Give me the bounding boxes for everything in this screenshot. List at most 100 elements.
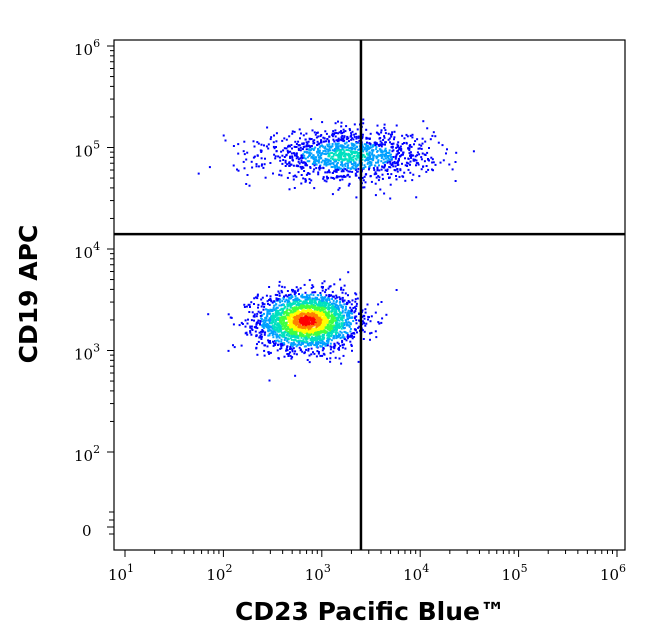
event-dot — [259, 323, 261, 326]
event-dot — [286, 349, 289, 352]
event-dot — [309, 342, 312, 344]
event-dot — [425, 165, 428, 167]
event-dot — [262, 323, 265, 326]
event-dot — [322, 145, 324, 148]
event-dot — [337, 307, 340, 310]
x-tick-label: 101 — [108, 562, 134, 584]
event-dot — [362, 122, 365, 125]
event-dot — [267, 325, 270, 328]
event-dot — [254, 330, 257, 333]
event-dot — [323, 140, 326, 143]
event-dot — [331, 145, 334, 148]
event-dot — [287, 337, 289, 340]
x-tick-label: 104 — [403, 562, 429, 584]
event-dot — [276, 327, 279, 330]
event-dot — [330, 311, 333, 314]
event-dot — [257, 303, 260, 306]
event-dot — [263, 349, 266, 352]
event-dot — [349, 135, 352, 138]
event-dot — [279, 347, 282, 350]
event-dot — [319, 292, 322, 294]
event-dot — [341, 168, 344, 171]
event-dot — [394, 162, 397, 165]
event-dot — [331, 149, 334, 152]
event-dot — [395, 124, 398, 127]
event-dot — [324, 331, 327, 334]
event-dot — [281, 162, 284, 165]
event-dot — [413, 159, 416, 162]
event-dot — [331, 134, 334, 136]
event-dot — [326, 152, 329, 155]
event-dot — [327, 304, 330, 307]
event-dot — [417, 163, 420, 166]
event-dot — [314, 300, 317, 303]
event-dot — [349, 328, 352, 330]
event-dot — [300, 307, 303, 310]
event-dot — [391, 163, 394, 166]
event-dot — [255, 334, 258, 337]
event-dot — [369, 155, 371, 158]
event-dot — [307, 323, 310, 326]
event-dot — [310, 287, 313, 290]
event-dot — [285, 147, 288, 150]
event-dot — [319, 328, 322, 331]
event-dot — [304, 179, 307, 182]
event-dot — [270, 329, 273, 332]
event-dot — [303, 314, 306, 317]
event-dot — [281, 285, 284, 288]
event-dot — [341, 144, 344, 147]
event-dot — [306, 164, 309, 167]
event-dot — [366, 145, 369, 147]
event-dot — [299, 329, 301, 332]
quadrant-gates — [114, 40, 625, 550]
event-dot — [299, 149, 302, 152]
event-dot — [326, 342, 329, 345]
event-dot — [257, 319, 260, 322]
event-dot — [288, 172, 291, 174]
plot-frame — [113, 39, 626, 551]
event-dot — [362, 150, 365, 153]
event-dot — [296, 310, 299, 313]
event-dot — [342, 137, 345, 140]
event-dot — [351, 337, 354, 340]
event-dot — [253, 297, 256, 300]
event-dot — [324, 319, 327, 322]
event-dot — [412, 173, 415, 176]
event-dot — [348, 324, 351, 327]
event-dot — [291, 159, 294, 161]
event-dot — [305, 313, 308, 316]
event-dot — [341, 339, 344, 342]
event-dot — [294, 154, 296, 157]
event-dot — [308, 296, 311, 299]
event-dot — [355, 158, 358, 161]
event-dot — [273, 134, 275, 137]
event-dot — [311, 341, 313, 344]
event-dot — [326, 344, 329, 347]
event-dot — [290, 357, 293, 360]
event-dot — [298, 346, 301, 349]
event-dot — [315, 136, 318, 139]
event-dot — [278, 156, 281, 159]
event-dot — [405, 133, 408, 136]
event-dot — [366, 162, 369, 165]
event-dot — [292, 289, 295, 292]
event-dot — [263, 331, 266, 334]
event-dot — [345, 158, 348, 161]
event-dot — [284, 330, 287, 333]
event-dot — [253, 313, 256, 316]
event-dot — [324, 145, 327, 148]
event-dot — [324, 291, 327, 294]
event-dot — [310, 302, 313, 305]
event-dot — [354, 300, 357, 303]
event-dot — [257, 310, 260, 313]
event-dot — [276, 317, 278, 320]
event-dot — [322, 337, 325, 340]
y-tick-label: 106 — [74, 37, 100, 59]
event-dot — [339, 304, 342, 307]
event-dot — [275, 326, 278, 329]
event-dot — [261, 320, 264, 323]
event-dot — [303, 156, 306, 159]
event-dot — [353, 167, 356, 170]
event-dot — [272, 145, 275, 148]
event-dot — [345, 141, 348, 144]
